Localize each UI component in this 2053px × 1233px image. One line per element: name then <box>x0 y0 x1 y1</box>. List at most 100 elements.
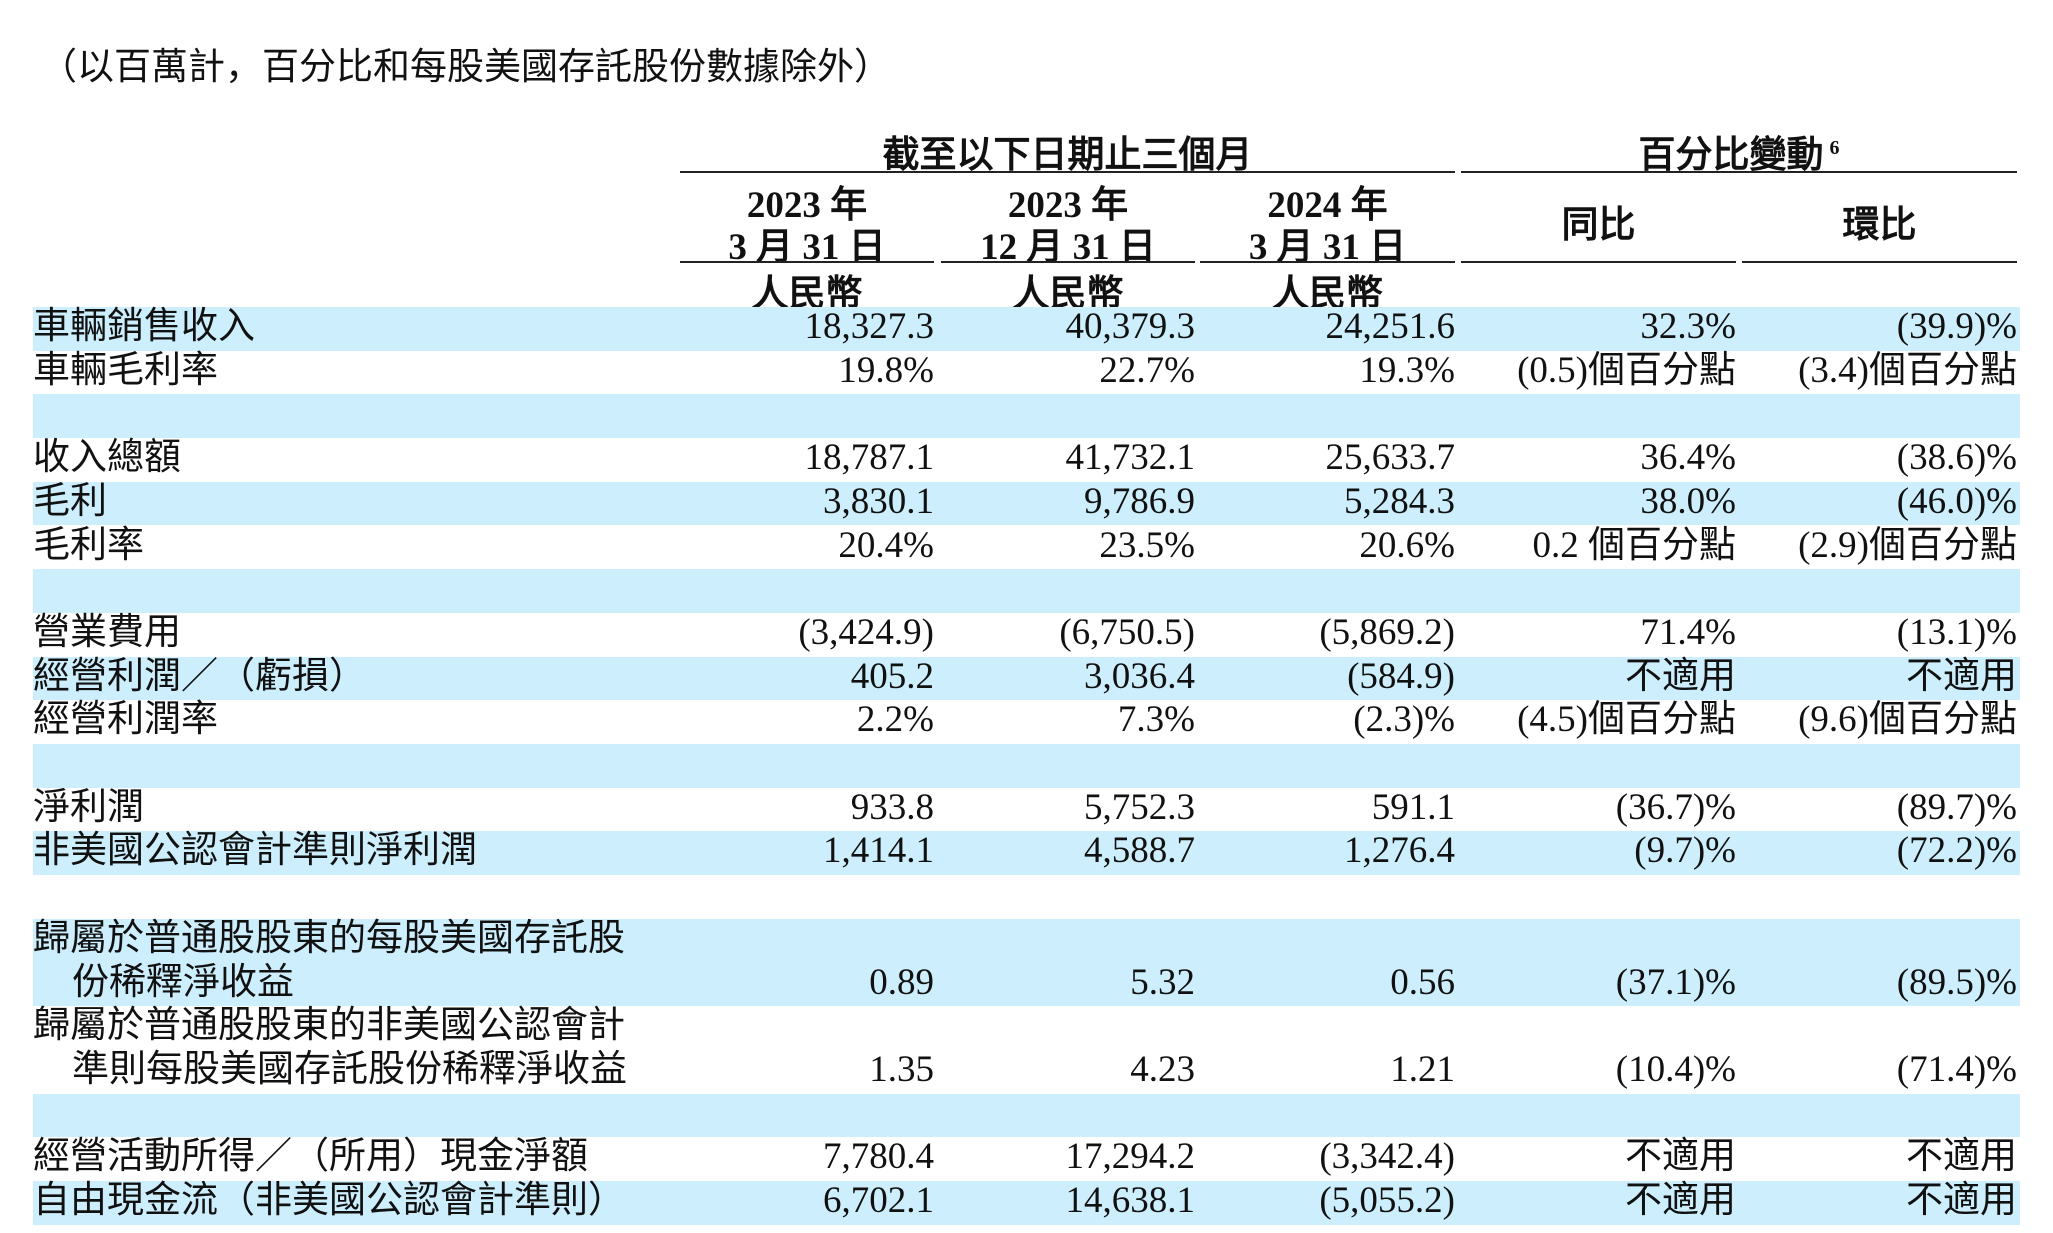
cell-value: 1,276.4 <box>1344 830 1455 872</box>
cell-value: (13.1)% <box>1896 611 2017 653</box>
cell-value: 591.1 <box>1371 786 1455 828</box>
cell-value: (3.4)個百分點 <box>1798 349 2017 391</box>
row-label: 非美國公認會計準則淨利潤 <box>33 830 477 872</box>
cell-value: (3,342.4) <box>1319 1136 1455 1178</box>
note: （以百萬計，百分比和每股美國存託股份數據除外） <box>40 47 891 88</box>
cell-value: 18,327.3 <box>804 306 935 347</box>
column-year: 2024 年 <box>1267 185 1388 226</box>
row-shade <box>33 744 2020 788</box>
cell-value: 1,414.1 <box>823 830 934 872</box>
cell-value: 2.2% <box>856 699 934 741</box>
row-label: 準則每股美國存託股份稀釋淨收益 <box>72 1048 627 1090</box>
cell-value: (9.6)個百分點 <box>1798 699 2017 741</box>
row-shade <box>33 481 2020 526</box>
cell-value: 0.89 <box>869 961 934 1003</box>
row-shade <box>33 569 2020 613</box>
column-year: 2023 年 <box>1007 185 1129 226</box>
cell-value: 405.2 <box>850 655 934 697</box>
cell-value: (584.9) <box>1347 655 1455 697</box>
cell-value: (46.0)% <box>1896 480 2017 522</box>
cell-value: (0.5)個百分點 <box>1517 349 1736 391</box>
cell-value: (6,750.5) <box>1059 611 1195 653</box>
cell-value: (72.2)% <box>1896 830 2017 872</box>
row-label: 毛利率 <box>33 524 144 566</box>
cell-value: (39.9)% <box>1896 306 2017 347</box>
cell-value: (9.7)% <box>1634 830 1736 872</box>
cell-value: 14,638.1 <box>1065 1180 1196 1221</box>
cell-value: 24,251.6 <box>1325 306 1456 347</box>
cell-value: 不適用 <box>1906 1180 2017 1221</box>
cell-value: (5,869.2) <box>1319 611 1455 653</box>
cell-value: (3,424.9) <box>798 611 934 653</box>
cell-value: (2.3)% <box>1353 699 1455 741</box>
cell-value: 不適用 <box>1625 1136 1736 1178</box>
cell-value: 19.8% <box>838 349 934 391</box>
rule <box>1461 261 1736 263</box>
cell-value: 1.35 <box>869 1048 934 1090</box>
row-shade <box>33 1093 2020 1138</box>
row-label: 營業費用 <box>33 611 181 653</box>
cell-value: 41,732.1 <box>1065 437 1196 479</box>
cell-value: 6,702.1 <box>823 1180 934 1221</box>
cell-value: 17,294.2 <box>1065 1136 1196 1178</box>
group-header: 百分比變動 6 <box>1638 135 1840 176</box>
rule <box>680 261 934 263</box>
cell-value: 3,036.4 <box>1084 655 1195 697</box>
cell-value: 4,588.7 <box>1084 830 1195 872</box>
cell-value: 4.23 <box>1130 1048 1195 1090</box>
row-label: 車輛毛利率 <box>33 349 218 391</box>
row-label: 毛利 <box>33 480 107 522</box>
cell-value: (4.5)個百分點 <box>1517 699 1736 741</box>
group-header: 截至以下日期止三個月 <box>882 135 1253 176</box>
rule <box>1742 261 2017 263</box>
row-shade <box>33 394 2020 439</box>
cell-value: 5.32 <box>1130 961 1195 1003</box>
cell-value: 18,787.1 <box>804 437 935 479</box>
cell-value: (2.9)個百分點 <box>1798 524 2017 566</box>
column-year: 2023 年 <box>746 185 868 226</box>
cell-value: 40,379.3 <box>1065 306 1196 347</box>
cell-value: 7.3% <box>1117 699 1195 741</box>
cell-value: (89.7)% <box>1896 786 2017 828</box>
change-header: 同比 <box>1561 205 1636 246</box>
row-label: 淨利潤 <box>33 786 144 828</box>
cell-value: 933.8 <box>850 786 934 828</box>
cell-value: 0.2 個百分點 <box>1532 524 1737 566</box>
row-label: 份稀釋淨收益 <box>72 961 294 1003</box>
cell-value: 25,633.7 <box>1325 437 1456 479</box>
cell-value: 1.21 <box>1390 1048 1455 1090</box>
row-label: 經營利潤／（虧損） <box>33 655 366 697</box>
cell-value: 38.0% <box>1640 480 1736 522</box>
row-shade <box>33 656 2020 701</box>
row-label: 歸屬於普通股股東的非美國公認會計 <box>33 1005 625 1047</box>
cell-value: 7,780.4 <box>823 1136 934 1178</box>
cell-value: 36.4% <box>1640 437 1736 479</box>
cell-value: 23.5% <box>1099 524 1195 566</box>
cell-value: 不適用 <box>1625 655 1736 697</box>
cell-value: 5,752.3 <box>1084 786 1195 828</box>
cell-value: 71.4% <box>1640 611 1736 653</box>
rule <box>1461 171 2017 173</box>
cell-value: 5,284.3 <box>1344 480 1455 522</box>
cell-value: 32.3% <box>1640 306 1736 347</box>
row-label: 車輛銷售收入 <box>33 306 255 347</box>
cell-value: 9,786.9 <box>1084 480 1195 522</box>
cell-value: (89.5)% <box>1896 961 2017 1003</box>
row-label: 歸屬於普通股股東的每股美國存託股 <box>33 917 625 959</box>
cell-value: (10.4)% <box>1615 1048 1736 1090</box>
row-shade <box>33 307 2020 351</box>
rule <box>680 171 1455 173</box>
cell-value: 不適用 <box>1625 1180 1736 1221</box>
cell-value: 20.4% <box>838 524 934 566</box>
row-label: 自由現金流（非美國公認會計準則） <box>33 1180 625 1221</box>
change-header: 環比 <box>1842 205 1917 246</box>
cell-value: 0.56 <box>1390 961 1455 1003</box>
cell-value: 22.7% <box>1099 349 1195 391</box>
cell-value: 20.6% <box>1359 524 1455 566</box>
rule <box>1200 261 1455 263</box>
cell-value: 不適用 <box>1906 655 2017 697</box>
cell-value: (71.4)% <box>1896 1048 2017 1090</box>
row-label: 收入總額 <box>33 437 181 479</box>
row-label: 經營活動所得／（所用）現金淨額 <box>33 1136 588 1178</box>
